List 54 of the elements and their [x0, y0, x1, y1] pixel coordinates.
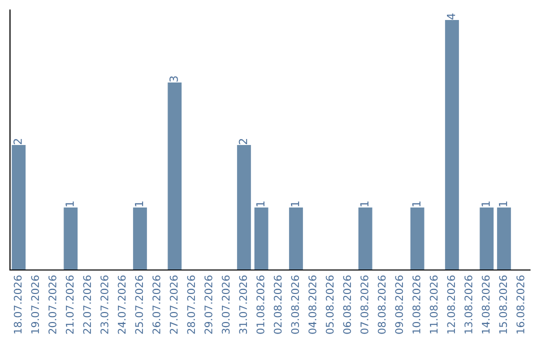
x-tick-label: 07.08.2026	[360, 276, 368, 334]
bar	[237, 145, 251, 270]
x-tick-label: 14.08.2026	[482, 276, 490, 334]
bar	[480, 208, 494, 270]
data-label: 1	[66, 201, 74, 206]
x-tick-label: 24.07.2026	[118, 276, 126, 334]
x-tick-label: 10.08.2026	[412, 276, 420, 334]
x-tick-label: 28.07.2026	[187, 276, 196, 334]
x-tick-label: 04.08.2026	[308, 276, 316, 334]
x-tick-label: 09.08.2026	[395, 276, 404, 334]
data-label: 1	[412, 201, 420, 206]
data-label: 2	[238, 139, 248, 144]
bar	[445, 20, 459, 270]
data-label: 3	[169, 76, 178, 82]
bar	[410, 208, 424, 270]
x-tick-label: 08.08.2026	[378, 276, 386, 334]
x-tick-label: 11.08.2026	[430, 276, 438, 334]
x-tick-label: 15.08.2026	[499, 276, 508, 334]
x-tick-label: 18.07.2026	[14, 276, 22, 334]
bar	[133, 208, 147, 270]
x-tick-label: 26.07.2026	[152, 276, 160, 334]
x-tick-label: 31.07.2026	[239, 276, 248, 334]
data-label: 1	[498, 201, 508, 206]
bar	[289, 208, 303, 270]
data-label: 1	[360, 201, 368, 206]
data-label: 1	[482, 201, 490, 206]
x-tick-label: 05.08.2026	[326, 276, 334, 334]
x-tick-label: 12.08.2026	[447, 276, 456, 334]
data-label: 1	[134, 201, 144, 206]
x-tick-label: 23.07.2026	[100, 276, 108, 334]
x-tick-label: 06.08.2026	[343, 276, 352, 334]
bar	[168, 82, 182, 270]
x-tick-label: 27.07.2026	[170, 276, 178, 334]
x-tick-label: 16.08.2026	[516, 276, 524, 334]
x-tick-label: 21.07.2026	[66, 276, 74, 334]
data-label: 1	[290, 201, 300, 206]
data-label: 2	[13, 139, 22, 144]
data-label: 1	[256, 201, 264, 206]
bar	[254, 208, 268, 270]
x-tick-label: 19.07.2026	[31, 276, 40, 334]
x-tick-label: 03.08.2026	[291, 276, 300, 334]
x-tick-label: 02.08.2026	[274, 276, 282, 334]
x-tick-label: 13.08.2026	[464, 276, 472, 334]
x-tick-label: 25.07.2026	[135, 276, 144, 334]
bar	[497, 208, 511, 270]
bar	[64, 208, 78, 270]
data-label: 4	[446, 14, 456, 20]
x-tick-label: 01.08.2026	[256, 276, 264, 334]
x-tick-label: 30.07.2026	[222, 276, 230, 334]
x-tick-label: 29.07.2026	[204, 276, 212, 334]
x-tick-label: 22.07.2026	[83, 276, 92, 334]
bar	[12, 145, 26, 270]
x-tick-label: 20.07.2026	[48, 276, 56, 334]
bar	[358, 208, 372, 270]
